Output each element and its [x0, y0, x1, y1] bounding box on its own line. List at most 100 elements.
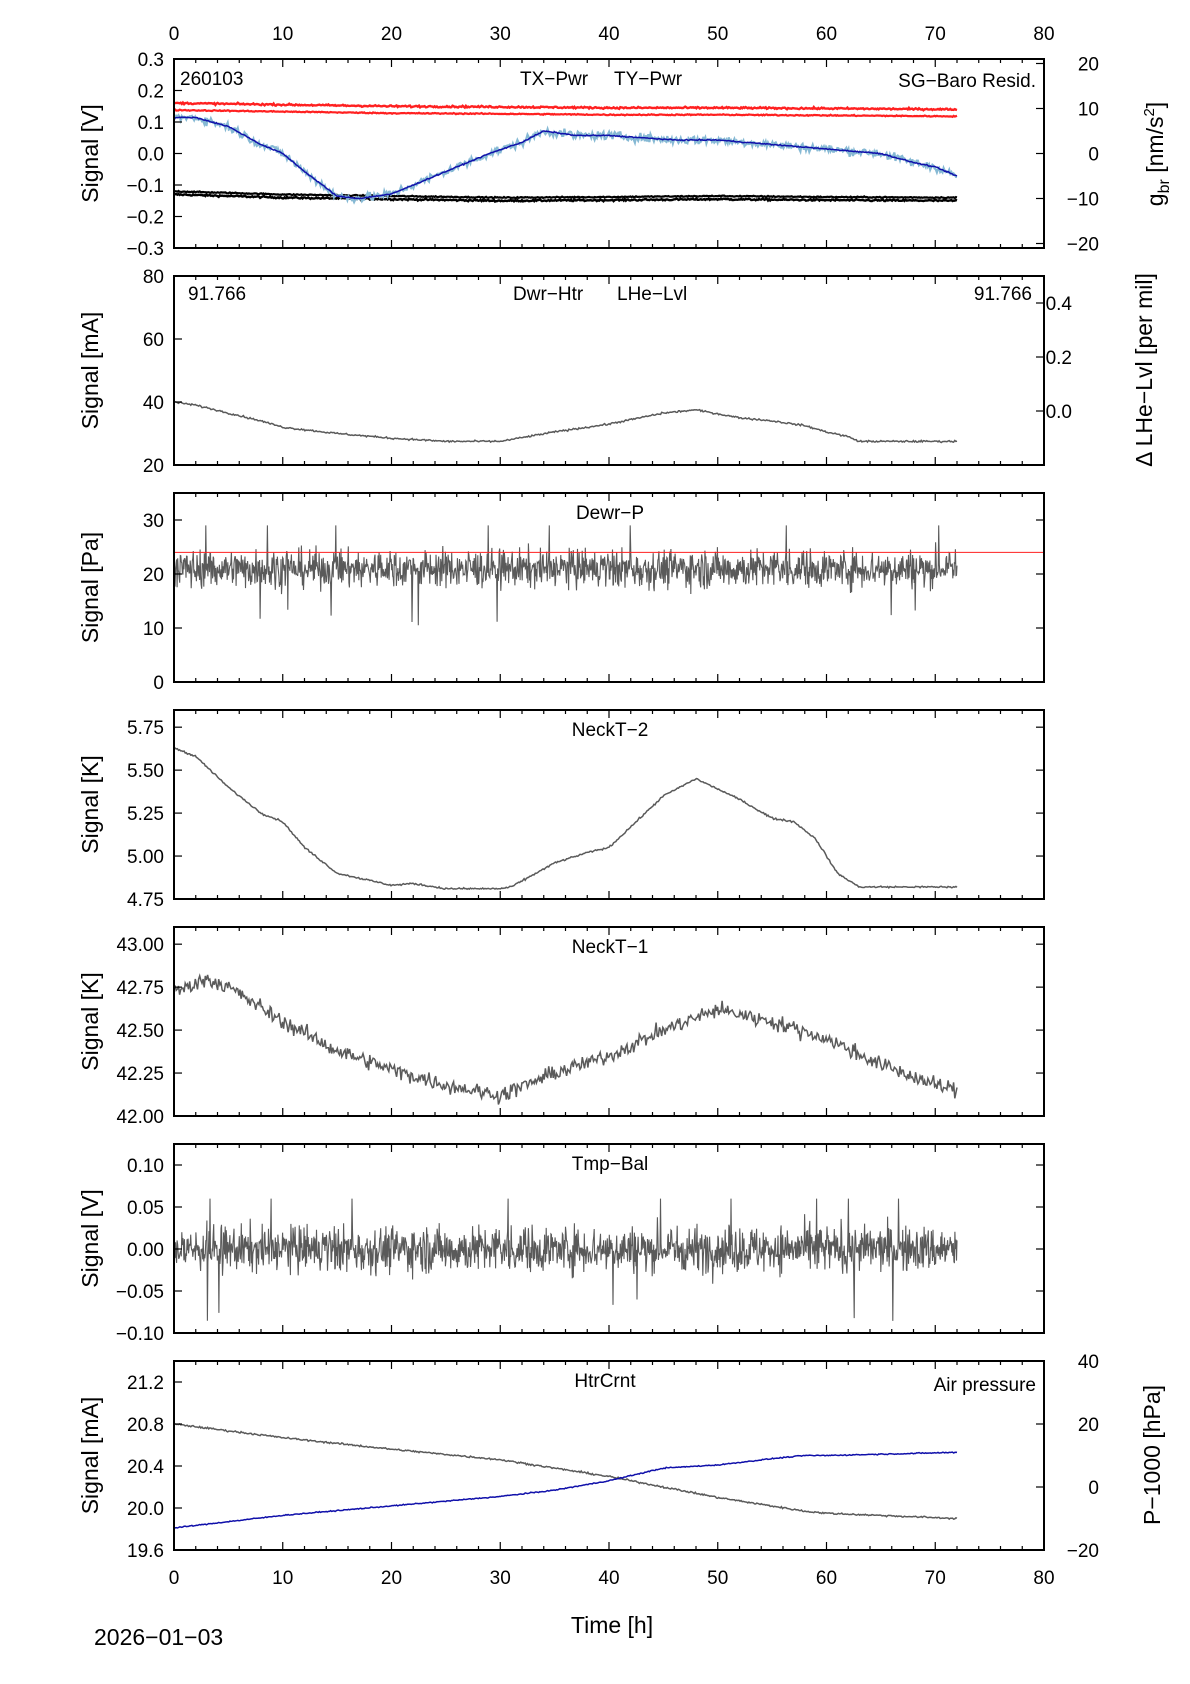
series-air-pressure — [174, 1451, 958, 1529]
panel-power: 0.3 0.2 0.1 0.0 −0.1 −0.2 −0.3 Signal [V] 20 10 0 −… — [77, 50, 1173, 260]
series-dwr-htr — [174, 400, 958, 444]
x-ticks — [173, 1361, 1045, 1550]
y-tick-label: 4.75 — [127, 890, 164, 911]
y-tick-label: 42.00 — [116, 1107, 164, 1128]
y-tick-label: 20.4 — [127, 1457, 164, 1478]
y-axis-label: Signal [V] — [77, 1189, 103, 1287]
y2-tick-label: 0.2 — [1046, 348, 1072, 369]
y2-axis-label: Δ LHe−Lvl [per mil] — [1131, 273, 1157, 467]
x-tick-label-bottom: 20 — [381, 1568, 402, 1589]
legend-temp-balance: Tmp−Bal — [572, 1154, 649, 1175]
y2-tick-label: 20 — [1078, 1415, 1099, 1436]
x-tick-label-bottom: 60 — [816, 1568, 837, 1589]
series-tx-pwr-b — [174, 189, 958, 200]
panel-frame — [173, 275, 1045, 466]
y-axis-label: Signal [mA] — [77, 1397, 103, 1515]
y2-ticks: 0.4 0.2 0.0 — [1036, 294, 1072, 423]
x-ticks — [173, 710, 1045, 899]
panel-dewar-pressure: 30 20 10 0 Signal [Pa] Dewr−P — [77, 492, 1045, 694]
y2-axis-label: gbr [nm/s2] — [1141, 102, 1173, 206]
y-axis-label: Signal [mA] — [77, 312, 103, 430]
data-layer — [174, 525, 958, 626]
legend-lhe-lvl: LHe−Lvl — [617, 284, 687, 305]
panel-neck-t1: 43.00 42.75 42.50 42.25 42.00 Signal [K] NeckT… — [77, 926, 1045, 1128]
y-tick-label: 40 — [143, 393, 164, 414]
x-tick-labels: 0 0 10 10 20 20 30 30 40 40 50 50 60 60 70 70 80 80 — [169, 24, 1055, 1589]
y-tick-label: 0.1 — [138, 113, 164, 134]
y-ticks: 21.2 20.8 20.4 20.0 19.6 — [127, 1373, 182, 1562]
y2-tick-label: 40 — [1078, 1352, 1099, 1373]
x-tick-label-top: 80 — [1033, 24, 1054, 45]
x-tick-label-bottom: 30 — [490, 1568, 511, 1589]
data-layer — [174, 1422, 958, 1529]
series-ty-pwr — [174, 100, 958, 112]
station-id: 260103 — [180, 69, 243, 90]
data-layer — [174, 747, 958, 891]
legend-neck-t2: NeckT−2 — [572, 720, 649, 741]
x-tick-label-top: 60 — [816, 24, 837, 45]
lhe-level-left: 91.766 — [188, 284, 246, 305]
x-tick-label-bottom: 70 — [925, 1568, 946, 1589]
series-dewr-p — [174, 525, 958, 626]
x-tick-label-top: 40 — [598, 24, 619, 45]
y-tick-label: 0.0 — [138, 145, 164, 166]
y-tick-label: 20.0 — [127, 1499, 164, 1520]
y2-ticks: 40 20 0 −20 — [1036, 1352, 1099, 1562]
y-tick-label: 42.50 — [116, 1021, 164, 1042]
data-layer — [174, 400, 958, 444]
x-tick-label-top: 0 — [169, 24, 180, 45]
y-ticks: 0.3 0.2 0.1 0.0 −0.1 −0.2 −0.3 — [126, 50, 182, 260]
x-tick-label-top: 30 — [490, 24, 511, 45]
x-tick-label-top: 10 — [272, 24, 293, 45]
x-ticks — [173, 276, 1045, 465]
x-tick-label-top: 70 — [925, 24, 946, 45]
series-htrcrnt — [174, 1422, 958, 1521]
y2-tick-label: 20 — [1078, 55, 1099, 76]
y-tick-label: 0.3 — [138, 50, 164, 71]
panel-neck-t2: 5.75 5.50 5.25 5.00 4.75 Signal [K] NeckT−2 — [77, 709, 1045, 911]
y-tick-label: 30 — [143, 511, 164, 532]
legend-neck-t1: NeckT−1 — [572, 937, 649, 958]
y-tick-label: 21.2 — [127, 1373, 164, 1394]
y-tick-label: 0.00 — [127, 1240, 164, 1261]
y-tick-label: −0.10 — [116, 1324, 164, 1345]
x-tick-label-bottom: 80 — [1033, 1568, 1054, 1589]
y-axis-label: Signal [K] — [77, 755, 103, 853]
y-tick-label: 5.00 — [127, 847, 164, 868]
x-tick-label-bottom: 40 — [598, 1568, 619, 1589]
legend-dwr-htr: Dwr−Htr — [513, 284, 584, 305]
y-ticks: 5.75 5.50 5.25 5.00 4.75 — [127, 718, 1044, 911]
y-axis-label: Signal [V] — [77, 104, 103, 202]
y-axis-label: Signal [K] — [77, 972, 103, 1070]
y2-ticks: 20 10 0 −10 −20 — [1036, 55, 1099, 256]
y-tick-label: 0.10 — [127, 1156, 164, 1177]
y-tick-label: 80 — [143, 267, 164, 288]
y-tick-label: 0.05 — [127, 1198, 164, 1219]
x-ticks — [173, 927, 1045, 1116]
x-tick-label-bottom: 10 — [272, 1568, 293, 1589]
data-layer — [174, 1198, 958, 1321]
date-label: 2026−01−03 — [94, 1624, 223, 1650]
legend-dewar-pressure: Dewr−P — [576, 503, 644, 524]
x-axis-label: Time [h] — [571, 1612, 653, 1638]
y-tick-label: 0 — [153, 673, 164, 694]
y2-tick-label: 0.4 — [1046, 294, 1073, 315]
y2-tick-label: 0 — [1088, 1478, 1099, 1499]
y-tick-label: 43.00 — [116, 935, 164, 956]
x-tick-label-top: 50 — [707, 24, 728, 45]
y-tick-label: 20 — [143, 565, 164, 586]
panel-dewar-heater: 80 60 40 20 Signal [mA] 0.4 0.2 0.0 91.766 91.766… — [77, 267, 1157, 477]
x-ticks — [173, 59, 1045, 248]
y-tick-label: 0.2 — [138, 82, 164, 103]
y-tick-label: 42.75 — [116, 978, 164, 999]
panels: 0.3 0.2 0.1 0.0 −0.1 −0.2 −0.3 Signal [V] 20 10 0 −… — [77, 24, 1173, 1589]
panel-heater-current: 21.2 20.8 20.4 20.0 19.6 Signal [mA] 40 20 0 −20 H… — [77, 1352, 1165, 1562]
x-tick-label-bottom: 50 — [707, 1568, 728, 1589]
y-ticks: 30 20 10 0 — [143, 511, 1044, 694]
x-ticks — [173, 493, 1045, 682]
y2-tick-label: 0.0 — [1046, 402, 1072, 423]
y-tick-label: 20.8 — [127, 1415, 164, 1436]
y2-tick-label: −20 — [1067, 235, 1099, 256]
y-tick-label: 60 — [143, 330, 164, 351]
